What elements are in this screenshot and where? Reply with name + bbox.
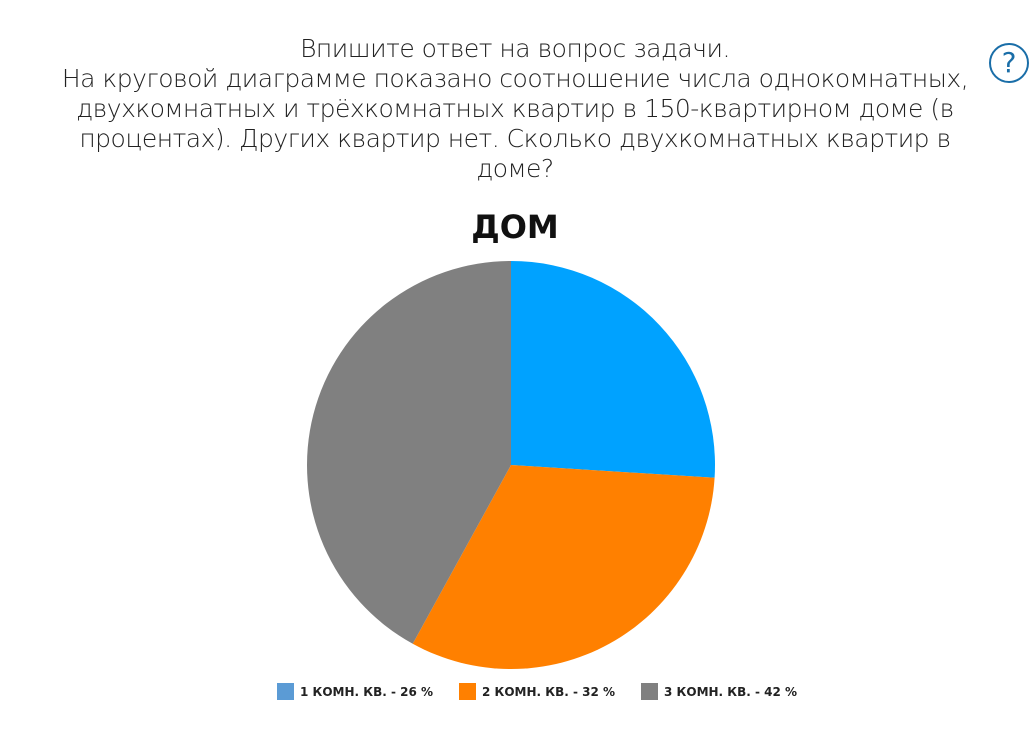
question-line: На круговой диаграмме показано соотношен… — [61, 64, 969, 93]
legend-label: 1 КОМН. КВ. - 26 % — [300, 684, 434, 699]
legend-item: 1 КОМН. КВ. - 26 % — [277, 683, 433, 700]
question-line: Впишите ответ на вопрос задачи. — [300, 34, 730, 63]
question-line: процентах). Других квартир нет. Сколько … — [79, 124, 951, 153]
question-line: двухкомнатных и трёхкомнатных квартир в … — [76, 94, 954, 123]
legend-label: 3 КОМН. КВ. - 42 % — [664, 684, 798, 699]
legend-swatch — [641, 683, 659, 700]
chart-title: ДОМ — [471, 208, 559, 246]
legend-swatch — [459, 683, 477, 700]
question-text: Впишите ответ на вопрос задачи. На круго… — [60, 34, 970, 184]
pie-slice-2 — [412, 465, 715, 669]
help-icon[interactable]: ? — [989, 43, 1029, 83]
legend-swatch — [277, 683, 294, 700]
legend-item: 2 КОМН. КВ. - 32 % — [459, 683, 615, 700]
question-line: доме? — [476, 154, 554, 183]
legend-item: 3 КОМН. КВ. - 42 % — [641, 683, 797, 700]
legend-label: 2 КОМН. КВ. - 32 % — [482, 684, 616, 699]
pie-slice-3 — [306, 261, 511, 644]
chart-legend: 1 КОМН. КВ. - 26 % 2 КОМН. КВ. - 32 % 3 … — [277, 683, 797, 700]
pie-slice-1 — [511, 261, 715, 478]
